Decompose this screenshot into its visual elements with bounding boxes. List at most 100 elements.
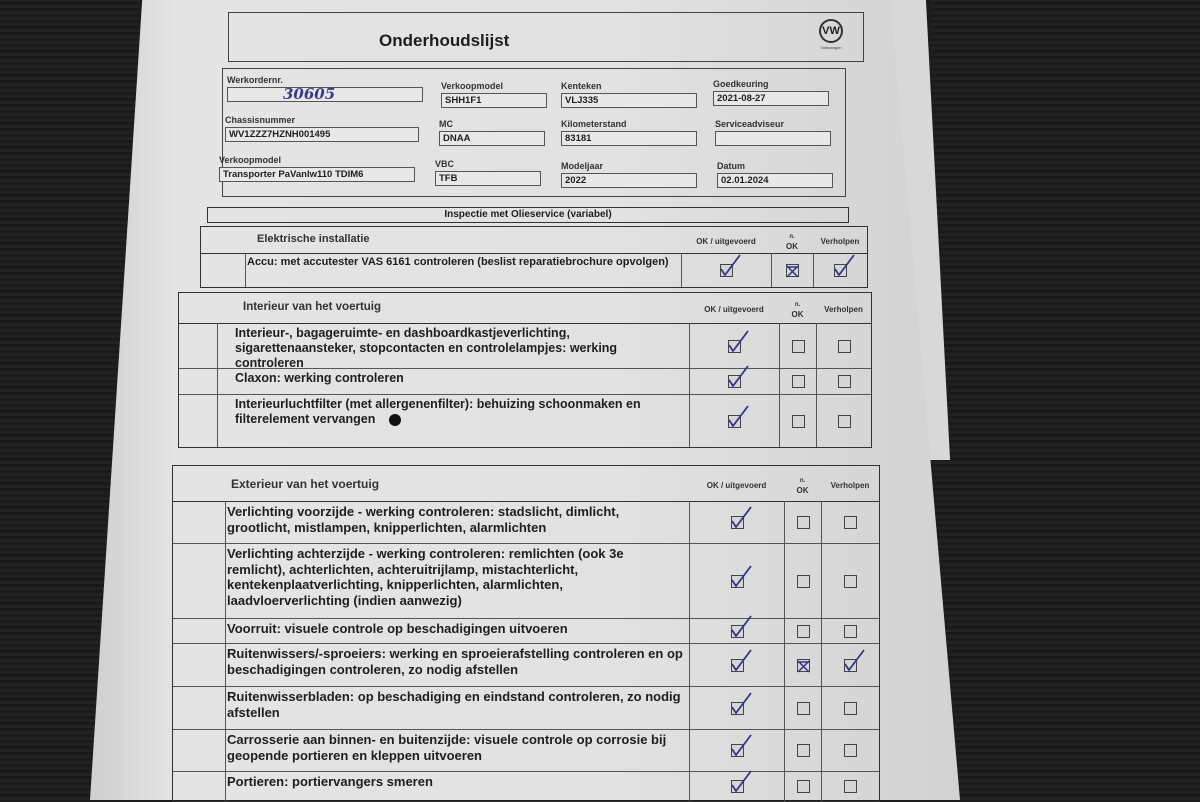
field-vbc: VBC TFB (435, 159, 541, 186)
checkbox-fixed[interactable] (837, 375, 851, 388)
checkbox-ok[interactable] (730, 648, 752, 672)
checkbox-fixed[interactable] (837, 339, 851, 353)
vw-logo: VW Volkswagen (805, 16, 857, 56)
row-text-label: Claxon: werking controleren (235, 371, 404, 385)
row-text: Interieurluchtfilter (met allergenenfilt… (235, 397, 683, 427)
section-title: Elektrische installatie (257, 233, 370, 245)
checklist-row: Ruitenwisserbladen: op beschadiging en e… (173, 686, 879, 730)
checkbox-not-ok[interactable] (796, 701, 810, 715)
checklist-row: Verlichting voorzijde - werking controle… (173, 501, 879, 544)
column-divider (821, 686, 822, 729)
column-divider (784, 643, 785, 686)
checklist-row: Interieurluchtfilter (met allergenenfilt… (179, 394, 871, 447)
field-kilometerstand: Kilometerstand 83181 (561, 119, 697, 146)
checkbox-fixed[interactable] (844, 516, 857, 529)
checkmark-icon (730, 506, 752, 529)
checkbox-fixed[interactable] (837, 414, 851, 428)
column-divider (771, 253, 772, 287)
column-divider (225, 686, 226, 729)
field-label: VBC (435, 159, 455, 169)
checkmark-icon (720, 254, 741, 277)
field-datum: Datum 02.01.2024 (717, 161, 833, 188)
column-divider (225, 501, 226, 543)
column-header-fixed: Verholpen (824, 305, 863, 314)
checkbox-ok[interactable] (728, 329, 749, 353)
checkbox-fixed[interactable] (834, 254, 855, 277)
checkbox-ok[interactable] (730, 564, 752, 588)
field-value (715, 131, 831, 146)
checkbox-fixed[interactable] (844, 780, 857, 793)
checkmark-icon (730, 770, 752, 793)
checkmark-icon (844, 648, 865, 672)
checkbox-not-ok[interactable] (786, 264, 799, 278)
column-divider (821, 618, 822, 643)
column-divider (225, 618, 226, 643)
column-divider (689, 368, 690, 394)
column-divider (816, 394, 817, 447)
checkbox-not-ok[interactable] (796, 574, 810, 588)
checkbox-not-ok[interactable] (791, 414, 805, 428)
section-title: Interieur van het voertuig (243, 301, 382, 313)
checkbox-not-ok[interactable] (796, 624, 810, 638)
column-divider (217, 323, 218, 368)
column-divider (784, 729, 785, 771)
column-divider (689, 323, 690, 368)
column-divider (821, 643, 822, 686)
row-text-label: Portieren: portiervangers smeren (227, 774, 433, 789)
column-divider (689, 771, 690, 801)
checkbox-ok[interactable] (730, 734, 752, 757)
section-interieur-van-het-voertuig: Interieur van het voertuig OK / uitgevoer… (178, 292, 872, 448)
column-header-not-ok-top: n. (789, 234, 795, 240)
checkmark-icon (834, 254, 855, 277)
field-label: Werkordernr. (227, 75, 283, 85)
checkbox-fixed[interactable] (844, 624, 857, 638)
checkbox-not-ok[interactable] (796, 744, 810, 757)
column-divider (821, 543, 822, 618)
column-divider (681, 253, 682, 287)
checkmark-icon (728, 404, 749, 428)
cross-mark-icon (796, 659, 810, 673)
column-header-not-ok-top: n. (799, 477, 806, 484)
checkmark-icon (728, 365, 749, 388)
column-header-ok: OK / uitgevoerd (706, 480, 767, 490)
row-text-label: Ruitenwisserbladen: op beschadiging en e… (227, 689, 681, 720)
field-label: MC (439, 119, 453, 129)
checkbox-fixed[interactable] (844, 574, 857, 588)
inspection-title: Inspectie met Olieservice (variabel) (207, 207, 849, 223)
checkbox-not-ok[interactable] (791, 375, 805, 388)
background-fabric-right (930, 0, 1200, 800)
column-divider (779, 323, 780, 368)
checkbox-fixed[interactable] (844, 648, 865, 672)
checkbox-ok[interactable] (728, 365, 749, 388)
checkbox-ok[interactable] (728, 404, 749, 428)
checkbox-not-ok[interactable] (796, 780, 810, 793)
column-header-ok: OK / uitgevoerd (696, 237, 756, 246)
row-text-label: Accu: met accutester VAS 6161 controlere… (247, 256, 669, 268)
checkbox-ok[interactable] (720, 254, 741, 277)
column-divider (779, 368, 780, 394)
checkbox-not-ok[interactable] (796, 516, 810, 529)
checkbox-fixed[interactable] (844, 744, 857, 757)
checkbox-ok[interactable] (730, 614, 752, 638)
row-text: Claxon: werking controleren (235, 371, 683, 386)
vw-logo-icon: VW (819, 19, 843, 43)
field-label: Serviceadviseur (715, 119, 785, 129)
column-header-not-ok-top: n. (794, 302, 801, 308)
field-label: Kilometerstand (561, 119, 627, 129)
checklist-row: Voorruit: visuele controle op beschadigi… (173, 614, 879, 644)
column-divider (217, 368, 218, 394)
checkbox-ok[interactable] (730, 691, 752, 715)
column-divider (816, 368, 817, 394)
column-divider (225, 729, 226, 771)
column-header-not-ok-bottom: OK (796, 485, 809, 495)
checkbox-fixed[interactable] (844, 701, 857, 715)
column-divider (821, 729, 822, 771)
field-verkoopmodel-code: Verkoopmodel SHH1F1 (441, 81, 547, 108)
column-divider (821, 771, 822, 801)
column-divider (784, 543, 785, 618)
checkbox-ok[interactable] (730, 770, 752, 793)
column-header-not-ok: n. OK (784, 477, 821, 495)
checkbox-not-ok[interactable] (796, 658, 810, 673)
checkbox-ok[interactable] (730, 506, 752, 529)
checkbox-not-ok[interactable] (791, 339, 805, 353)
